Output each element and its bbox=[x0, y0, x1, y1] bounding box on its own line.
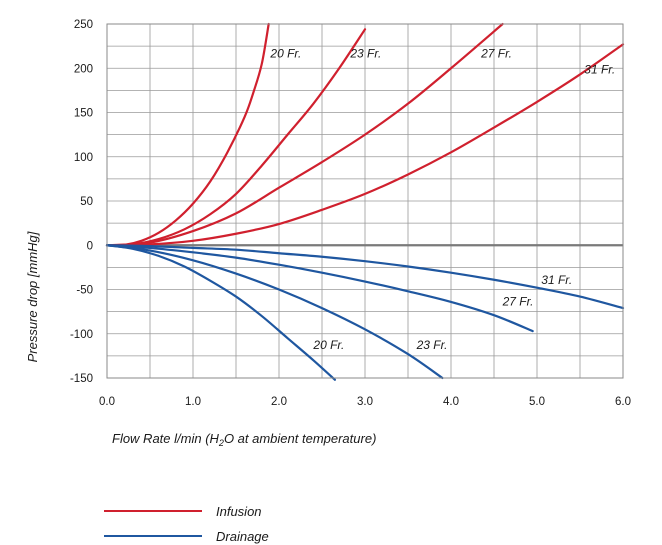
x-axis-title-suffix: O at ambient temperature) bbox=[224, 431, 376, 446]
x-axis-title: Flow Rate l/min (H2O at ambient temperat… bbox=[112, 431, 376, 448]
x-axis-title-prefix: Flow Rate l/min (H bbox=[112, 431, 220, 446]
grid bbox=[106, 23, 624, 379]
legend: Infusion Drainage bbox=[104, 504, 269, 544]
y-tick-label: -100 bbox=[70, 329, 93, 341]
curve-label-infusion-23fr: 23 Fr. bbox=[349, 47, 381, 61]
x-tick-label: 2.0 bbox=[271, 396, 287, 408]
x-tick-label: 6.0 bbox=[615, 396, 631, 408]
series-line-drainage-20fr bbox=[105, 244, 336, 381]
y-tick-label: -50 bbox=[76, 285, 93, 297]
series-line-drainage-23fr bbox=[105, 244, 444, 380]
curve-label-drainage-27fr: 27 Fr. bbox=[502, 294, 534, 308]
y-tick-label: 250 bbox=[74, 19, 93, 31]
plot-frame-layer bbox=[106, 23, 624, 379]
x-tick-label: 0.0 bbox=[99, 396, 115, 408]
curve-label-drainage-23fr: 23 Fr. bbox=[416, 338, 448, 352]
y-axis-title: Pressure drop [mmHg] bbox=[25, 231, 40, 362]
legend-label-infusion: Infusion bbox=[216, 504, 262, 519]
legend-label-drainage: Drainage bbox=[216, 529, 269, 544]
x-tick-label: 5.0 bbox=[529, 396, 545, 408]
x-tick-label: 4.0 bbox=[443, 396, 459, 408]
curve-label-drainage-31fr: 31 Fr. bbox=[541, 273, 572, 287]
series-line-infusion-23fr bbox=[105, 28, 367, 247]
series-line-infusion-31fr bbox=[105, 43, 625, 247]
y-tick-label: 50 bbox=[80, 196, 93, 208]
curve-labels: 20 Fr. 23 Fr. 27 Fr. 31 Fr. 20 Fr. 23 Fr. 27 F… bbox=[269, 47, 615, 352]
y-tick-labels: 250 200 150 100 50 0 -50 -100 -150 bbox=[70, 19, 93, 385]
plot-frame bbox=[106, 23, 624, 379]
x-tick-labels: 0.0 1.0 2.0 3.0 4.0 5.0 6.0 bbox=[99, 396, 631, 408]
series-line-infusion-27fr bbox=[105, 22, 504, 247]
series-line-drainage-31fr bbox=[105, 244, 625, 310]
series-layer bbox=[105, 22, 625, 381]
series-line-drainage-27fr bbox=[105, 244, 534, 333]
curve-label-infusion-31fr: 31 Fr. bbox=[584, 63, 615, 77]
y-tick-label: 100 bbox=[74, 152, 93, 164]
x-tick-label: 3.0 bbox=[357, 396, 373, 408]
curve-label-drainage-20fr: 20 Fr. bbox=[312, 338, 344, 352]
y-tick-label: 150 bbox=[74, 108, 93, 120]
y-tick-label: -150 bbox=[70, 373, 93, 385]
x-tick-label: 1.0 bbox=[185, 396, 201, 408]
curve-label-infusion-27fr: 27 Fr. bbox=[480, 47, 512, 61]
curve-label-infusion-20fr: 20 Fr. bbox=[269, 47, 301, 61]
y-tick-label: 0 bbox=[87, 240, 93, 252]
y-tick-label: 200 bbox=[74, 63, 93, 75]
series-line-infusion-20fr bbox=[105, 22, 270, 247]
x-axis-title-subscript: 2 bbox=[218, 438, 224, 448]
